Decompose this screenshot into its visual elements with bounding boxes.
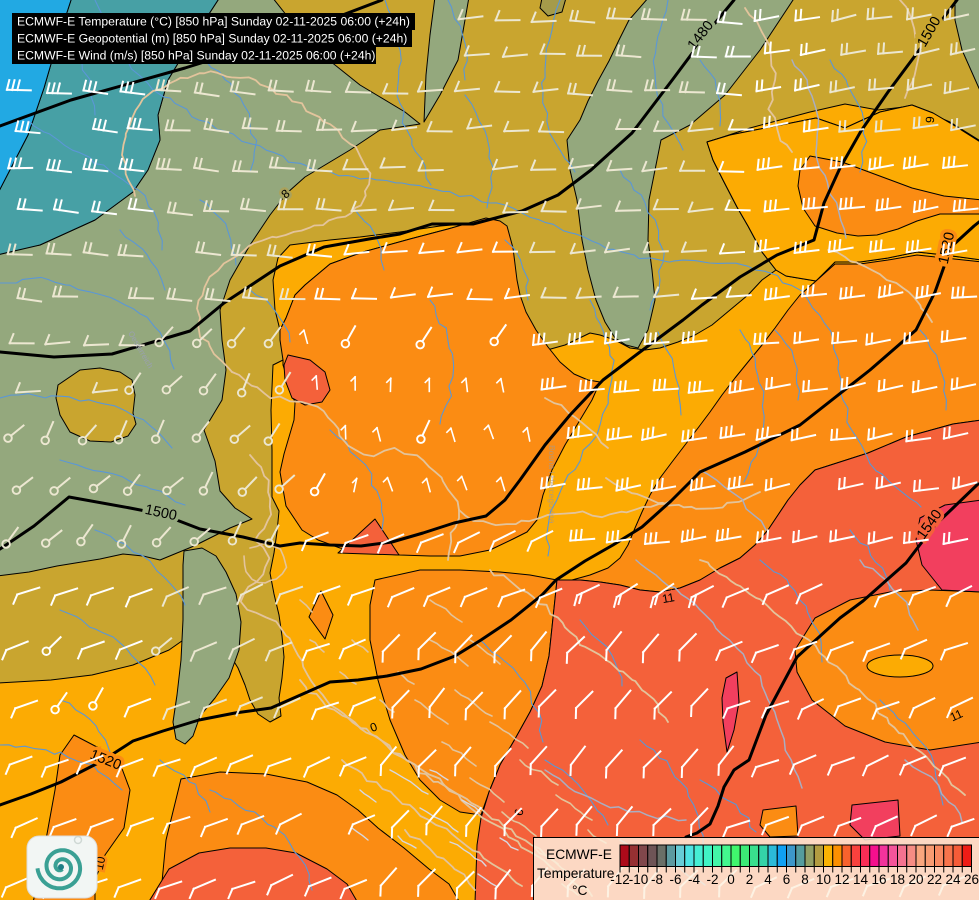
svg-text:12: 12 — [834, 872, 849, 887]
svg-text:6: 6 — [783, 872, 791, 887]
svg-text:22: 22 — [927, 872, 942, 887]
svg-text:-6: -6 — [669, 872, 681, 887]
svg-text:-4: -4 — [688, 872, 700, 887]
svg-text:ECMWF-E Wind (m/s) [850 hPa] S: ECMWF-E Wind (m/s) [850 hPa] Sunday 02-1… — [17, 49, 375, 63]
svg-text:20: 20 — [908, 872, 923, 887]
svg-text:-10: -10 — [629, 872, 649, 887]
svg-text:-2: -2 — [706, 872, 718, 887]
svg-text:18: 18 — [890, 872, 905, 887]
svg-text:0: 0 — [727, 872, 735, 887]
svg-text:16: 16 — [871, 872, 886, 887]
svg-text:°C: °C — [572, 883, 588, 898]
svg-text:2: 2 — [746, 872, 754, 887]
svg-text:ECMWF-E Geopotential (m) [850: ECMWF-E Geopotential (m) [850 hPa] Sunda… — [17, 32, 407, 46]
svg-text:14: 14 — [853, 872, 869, 887]
svg-text:26: 26 — [964, 872, 979, 887]
svg-text:ECMWF-E Temperature (°C) [850: ECMWF-E Temperature (°C) [850 hPa] Sunda… — [17, 15, 410, 29]
svg-text:10: 10 — [816, 872, 831, 887]
svg-text:8: 8 — [801, 872, 809, 887]
svg-text:Temperature: Temperature — [537, 866, 615, 881]
svg-text:Bosna i Hercegovina: Bosna i Hercegovina — [547, 445, 557, 524]
svg-text:4: 4 — [764, 872, 772, 887]
svg-text:-8: -8 — [651, 872, 663, 887]
svg-text:-12: -12 — [610, 872, 630, 887]
svg-text:24: 24 — [945, 872, 961, 887]
svg-text:ECMWF-E: ECMWF-E — [546, 847, 612, 862]
